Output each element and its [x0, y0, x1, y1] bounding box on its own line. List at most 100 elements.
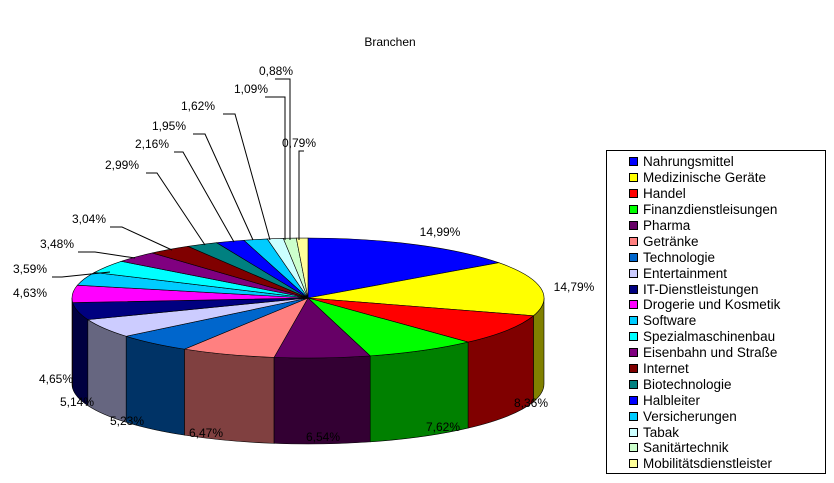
data-label: 14,99% — [420, 225, 461, 239]
legend-swatch — [629, 332, 638, 342]
legend-item: Eisenbahn und Straße — [607, 345, 825, 361]
legend-swatch — [629, 173, 638, 183]
slice-mobilit-tsdienstleister — [295, 237, 309, 299]
legend-swatch — [629, 443, 638, 453]
chart-title: Branchen — [364, 35, 415, 49]
legend-item: Versicherungen — [607, 408, 825, 424]
legend-item: Pharma — [607, 218, 825, 234]
legend-label: Internet — [643, 361, 689, 377]
legend-swatch — [629, 284, 638, 294]
slice-nahrungsmittel — [307, 237, 500, 299]
legend-label: Drogerie und Kosmetik — [643, 297, 781, 313]
slice-handel — [307, 297, 535, 343]
data-label: 1,09% — [234, 82, 268, 96]
legend-swatch — [629, 157, 638, 167]
leader-line — [78, 251, 136, 259]
legend-swatch — [629, 205, 638, 215]
legend-item: Sanitärtechnik — [607, 440, 825, 456]
legend-label: Biotechnologie — [643, 376, 732, 392]
data-label: 8,36% — [514, 396, 548, 410]
legend-label: Halbleiter — [643, 392, 701, 408]
legend-label: Tabak — [643, 424, 680, 440]
data-label: 5,14% — [60, 395, 94, 409]
data-label: 4,63% — [13, 286, 47, 300]
legend-label: Pharma — [643, 218, 691, 233]
legend-swatch — [629, 236, 638, 246]
leader-line — [298, 150, 304, 240]
legend-item: Software — [607, 313, 825, 329]
legend-item: Internet — [607, 361, 825, 377]
legend-swatch — [629, 316, 638, 326]
leader-line — [174, 151, 235, 243]
leader-line — [110, 226, 173, 251]
legend-item: Medizinische Geräte — [607, 170, 825, 186]
data-label: 6,54% — [306, 430, 340, 444]
data-label: 4,65% — [39, 372, 73, 386]
data-label: 2,16% — [135, 137, 169, 151]
data-label: 0,88% — [259, 64, 293, 78]
data-label: 3,48% — [40, 237, 74, 251]
legend-swatch — [629, 300, 638, 310]
legend-item: Spezialmaschinenbau — [607, 329, 825, 345]
legend-label: Nahrungsmittel — [643, 154, 734, 170]
legend-swatch — [629, 221, 638, 230]
data-label: 1,62% — [181, 99, 215, 113]
pie-sides — [71, 297, 545, 445]
legend-label: Versicherungen — [643, 408, 737, 424]
legend-label: Software — [643, 313, 697, 329]
legend-item: Biotechnologie — [607, 376, 825, 392]
legend-swatch — [629, 411, 638, 421]
legend-swatch — [629, 189, 638, 199]
legend-item: Finanzdienstleisungen — [607, 202, 825, 218]
legend-item: IT-Dienstleistungen — [607, 281, 825, 297]
data-label: 14,79% — [554, 280, 595, 294]
legend-item: Drogerie und Kosmetik — [607, 297, 825, 313]
slice-finanzdienstleisungen — [307, 297, 469, 357]
data-label: 2,99% — [105, 158, 139, 172]
leader-line — [193, 133, 254, 241]
data-label: 0,79% — [282, 136, 316, 150]
legend-label: Eisenbahn und Straße — [643, 345, 778, 361]
legend-swatch — [629, 427, 638, 437]
data-label: 7,62% — [426, 420, 460, 434]
legend-swatch — [629, 379, 638, 389]
legend-label: Finanzdienstleisungen — [643, 202, 778, 218]
data-label: 5,23% — [110, 414, 144, 428]
leader-line — [52, 271, 111, 278]
leader-line — [275, 78, 291, 240]
legend-swatch — [629, 459, 638, 469]
leader-line — [265, 96, 286, 240]
legend-item: Mobilitätsdienstleister — [607, 456, 825, 472]
legend-label: Mobilitätsdienstleister — [643, 456, 773, 472]
legend-item: Technologie — [607, 249, 825, 265]
legend-item: Handel — [607, 186, 825, 202]
legend-swatch — [629, 364, 638, 374]
leader-lines — [52, 78, 304, 278]
data-label: 1,95% — [152, 119, 186, 133]
data-label: 3,59% — [13, 262, 47, 276]
legend-label: Technologie — [643, 249, 716, 265]
leader-line — [223, 113, 271, 241]
legend-label: IT-Dienstleistungen — [643, 281, 759, 297]
data-label: 6,47% — [189, 426, 223, 440]
legend-swatch — [629, 395, 638, 405]
legend-swatch — [629, 348, 638, 358]
legend-label: Medizinische Geräte — [643, 170, 767, 186]
pie-slices — [71, 237, 545, 359]
legend-item: Tabak — [607, 424, 825, 440]
legend-item: Halbleiter — [607, 392, 825, 408]
leader-line — [146, 172, 206, 246]
legend-swatch — [629, 252, 638, 262]
data-label: 3,04% — [72, 212, 106, 226]
legend-item: Nahrungsmittel — [607, 154, 825, 170]
legend-label: Entertainment — [643, 265, 728, 281]
legend: Nahrungsmittel Medizinische Geräte Handel F… — [606, 150, 826, 474]
legend-label: Getränke — [643, 233, 699, 249]
legend-swatch — [629, 268, 638, 278]
legend-label: Spezialmaschinenbau — [643, 329, 776, 345]
legend-label: Handel — [643, 186, 686, 202]
legend-item: Getränke — [607, 233, 825, 249]
legend-label: Sanitärtechnik — [643, 440, 729, 456]
legend-item: Entertainment — [607, 265, 825, 281]
